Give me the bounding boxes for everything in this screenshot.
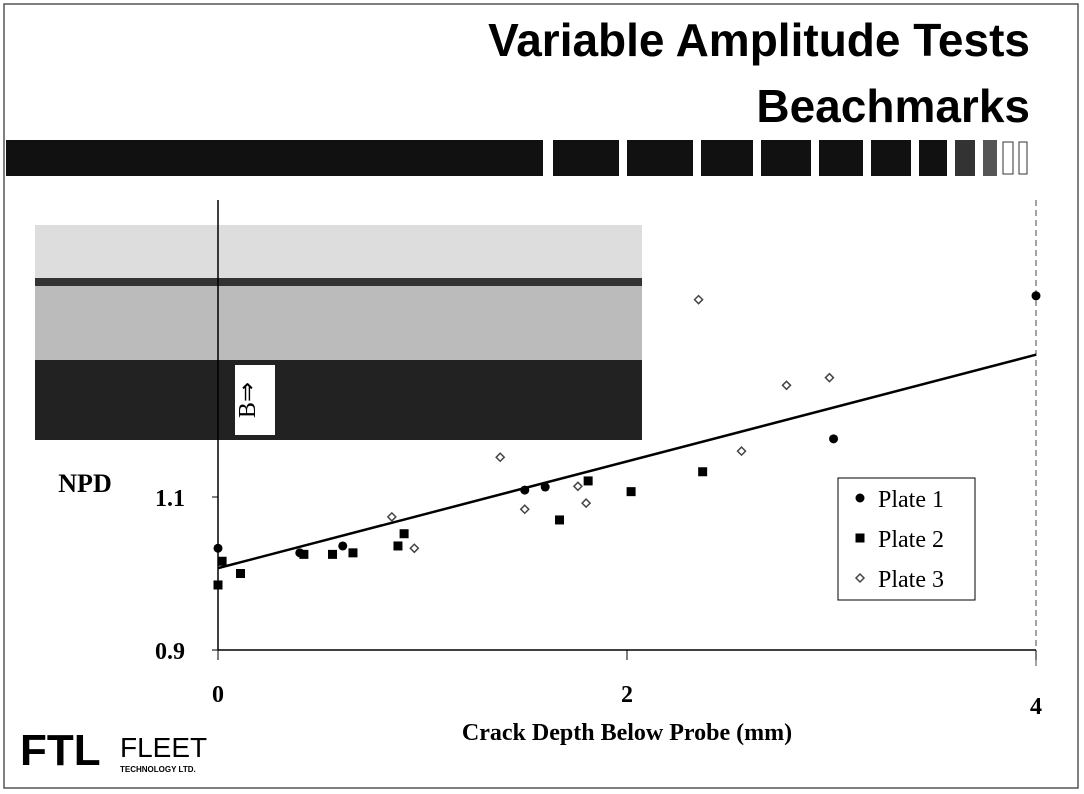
point bbox=[495, 452, 506, 463]
y-tick-label: 0.9 bbox=[155, 639, 185, 665]
title-bar bbox=[6, 140, 1028, 176]
point bbox=[555, 515, 565, 525]
legend-marker bbox=[855, 533, 865, 543]
point bbox=[583, 476, 593, 486]
point bbox=[213, 580, 223, 590]
point bbox=[693, 294, 704, 305]
point bbox=[519, 504, 530, 515]
point bbox=[829, 434, 839, 444]
y-axis-label: NPD bbox=[58, 469, 111, 498]
point bbox=[540, 482, 550, 492]
point bbox=[299, 549, 309, 559]
legend-marker bbox=[855, 493, 865, 503]
point bbox=[520, 485, 530, 495]
title-line: Variable Amplitude Tests bbox=[488, 14, 1030, 66]
point bbox=[217, 556, 227, 566]
point bbox=[399, 529, 409, 539]
legend: Plate 1 Plate 2 Plate 3 bbox=[837, 477, 976, 601]
point bbox=[581, 498, 592, 509]
logo: FTL FLEET TECHNOLOGY LTD. bbox=[20, 726, 207, 775]
title-line: Beachmarks bbox=[756, 80, 1030, 132]
point bbox=[736, 446, 747, 457]
point bbox=[348, 548, 358, 558]
photo-inset bbox=[35, 225, 642, 440]
legend-label: Plate 3 bbox=[878, 567, 944, 593]
point bbox=[572, 481, 583, 492]
x-tick-label: 4 bbox=[1030, 694, 1042, 720]
photo-annotation: B⇒ bbox=[235, 382, 261, 418]
y-tick-label: 1.1 bbox=[155, 486, 185, 512]
legend-label: Plate 2 bbox=[878, 527, 944, 553]
logo-name: FLEET bbox=[120, 732, 207, 763]
x-tick-label: 0 bbox=[212, 682, 224, 708]
point bbox=[213, 543, 223, 553]
slide-frame bbox=[3, 3, 1079, 789]
point bbox=[781, 380, 792, 391]
point bbox=[824, 372, 835, 383]
point bbox=[328, 549, 338, 559]
legend-label: Plate 1 bbox=[878, 487, 944, 513]
point bbox=[386, 511, 397, 522]
plot: 0 2 4 0.9 1.1 NPD Crack Depth Below Probe (mm)… bbox=[58, 200, 1042, 746]
point bbox=[338, 541, 348, 551]
logo-subtitle: TECHNOLOGY LTD. bbox=[120, 765, 196, 774]
logo-mark: FTL bbox=[20, 726, 101, 775]
point bbox=[393, 541, 403, 551]
point bbox=[626, 487, 636, 497]
point bbox=[1031, 291, 1041, 301]
x-tick-label: 2 bbox=[621, 682, 633, 708]
x-axis-label: Crack Depth Below Probe (mm) bbox=[462, 720, 792, 746]
legend-marker bbox=[854, 572, 866, 584]
point bbox=[409, 543, 420, 554]
trend-line bbox=[217, 353, 1037, 570]
point bbox=[235, 569, 245, 578]
point bbox=[698, 467, 708, 477]
